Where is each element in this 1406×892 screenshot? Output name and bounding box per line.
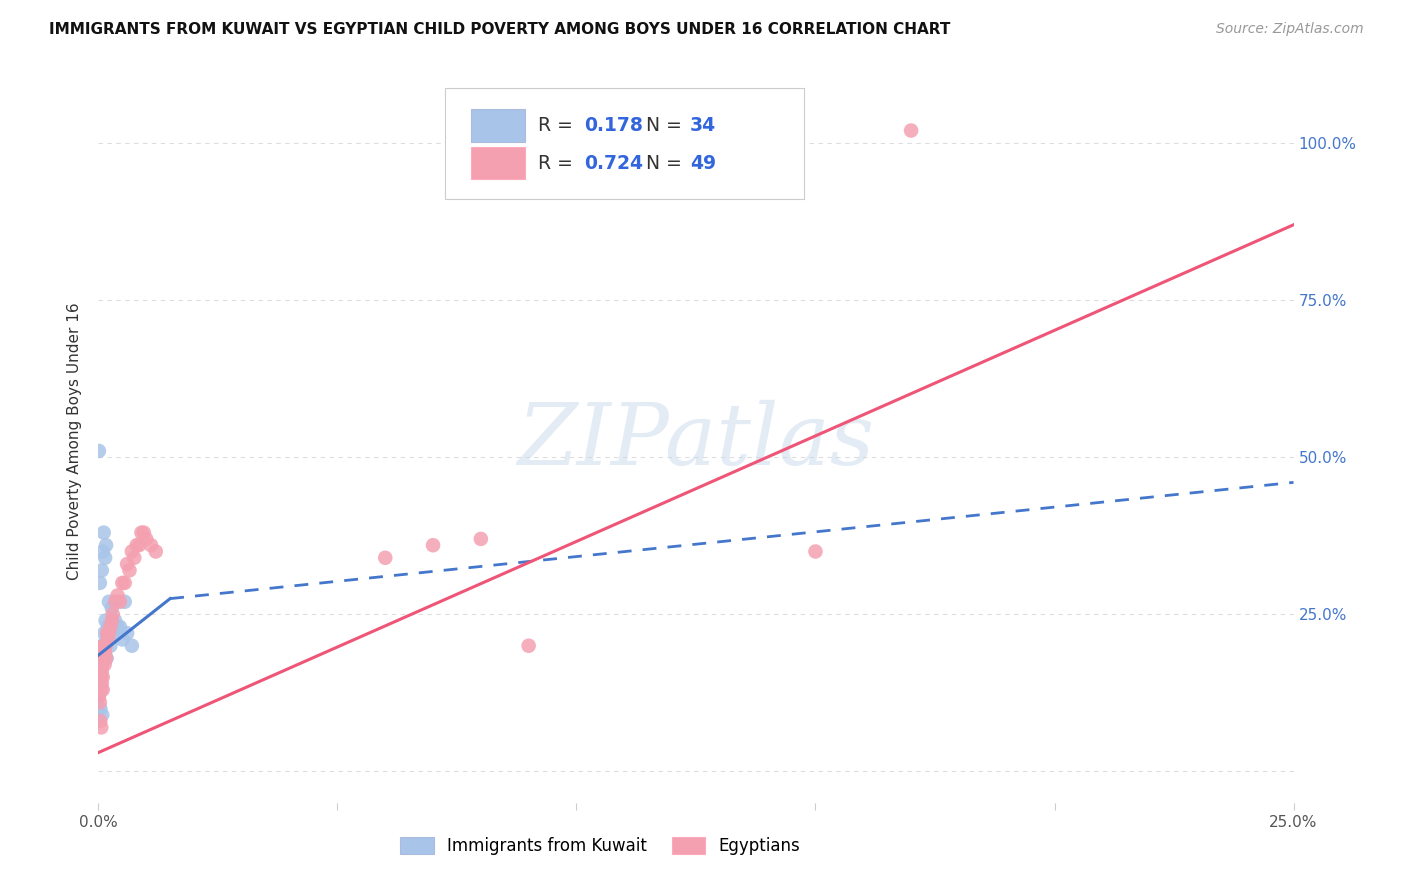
Point [90,720,112,734]
Point [93,651,115,665]
Point [93,645,115,659]
Point [804,544,827,558]
Text: 0.178: 0.178 [583,116,643,136]
Point [89,670,111,684]
Point [96,651,118,665]
Point [121,639,143,653]
Point [90,664,112,678]
Point [94,645,117,659]
Point [517,639,540,653]
Point [131,525,153,540]
Point [91,645,114,659]
Point [115,626,138,640]
Point [145,544,167,558]
Point [135,532,157,546]
Point [96,626,118,640]
Point [470,532,492,546]
Point [87,444,110,458]
Point [87,689,110,703]
Point [104,595,127,609]
Point [101,614,124,628]
Point [97,626,120,640]
Point [139,538,162,552]
Point [94,639,117,653]
Text: 34: 34 [690,116,716,136]
Point [90,670,112,684]
FancyBboxPatch shape [471,109,524,142]
Point [132,525,155,540]
Point [94,651,117,665]
Point [89,676,111,690]
FancyBboxPatch shape [446,87,804,200]
Text: R =: R = [538,116,579,136]
Point [108,620,131,634]
Point [89,676,111,690]
Point [900,123,922,137]
Point [91,544,114,558]
Point [90,651,112,665]
Point [121,544,143,558]
Point [114,575,136,590]
Text: Source: ZipAtlas.com: Source: ZipAtlas.com [1216,22,1364,37]
Point [374,550,396,565]
Point [90,682,112,697]
Point [114,595,136,609]
Point [89,575,111,590]
Point [93,626,115,640]
Point [107,620,129,634]
Point [111,632,134,647]
Y-axis label: Child Poverty Among Boys Under 16: Child Poverty Among Boys Under 16 [67,302,83,581]
Point [87,689,110,703]
Point [93,645,115,659]
Text: 49: 49 [690,153,716,173]
Point [89,701,111,715]
Point [89,695,111,709]
Text: ZIPatlas: ZIPatlas [517,401,875,483]
Text: R =: R = [538,153,579,173]
Point [91,707,114,722]
Point [89,664,111,678]
FancyBboxPatch shape [471,147,524,179]
Point [101,607,124,622]
Point [111,575,134,590]
Point [89,651,111,665]
Point [91,682,114,697]
Point [91,657,114,672]
Point [128,538,150,552]
Point [96,632,118,647]
Point [94,614,117,628]
Point [108,595,131,609]
Point [124,550,146,565]
Point [118,563,141,577]
Point [97,632,120,647]
Point [89,664,111,678]
Point [115,557,138,571]
Point [101,626,124,640]
Point [90,657,112,672]
Text: IMMIGRANTS FROM KUWAIT VS EGYPTIAN CHILD POVERTY AMONG BOYS UNDER 16 CORRELATION: IMMIGRANTS FROM KUWAIT VS EGYPTIAN CHILD… [49,22,950,37]
Point [107,589,129,603]
Point [104,614,127,628]
Point [94,550,117,565]
Point [101,601,124,615]
Point [94,538,117,552]
Point [91,670,114,684]
Point [91,639,114,653]
Point [98,620,122,634]
Text: N =: N = [645,116,688,136]
Text: N =: N = [645,153,688,173]
Point [90,563,112,577]
Point [93,525,115,540]
Point [125,538,148,552]
Point [97,595,120,609]
Text: 0.724: 0.724 [583,153,643,173]
Point [90,676,112,690]
Point [97,620,120,634]
Point [93,657,115,672]
Point [89,714,111,728]
Point [422,538,444,552]
Point [91,639,114,653]
Legend: Immigrants from Kuwait, Egyptians: Immigrants from Kuwait, Egyptians [392,829,808,863]
Point [98,639,122,653]
